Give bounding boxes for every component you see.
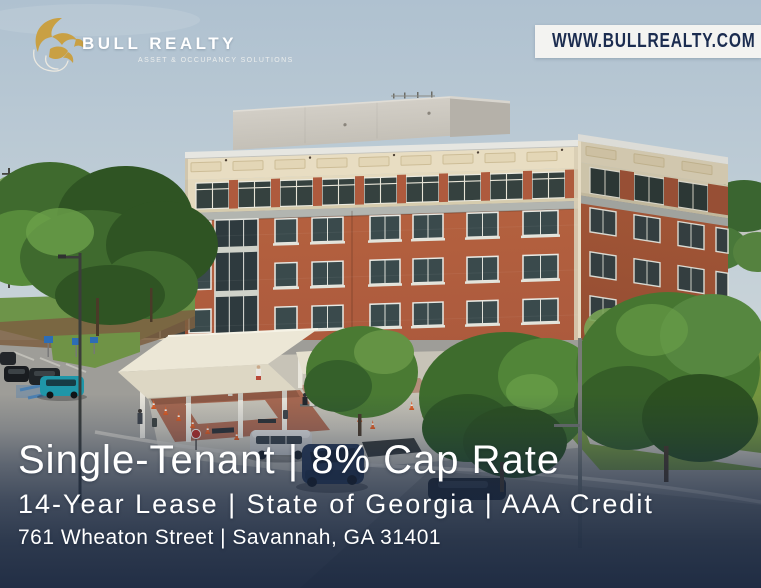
website-banner: WWW.BULLREALTY.COM [535, 25, 761, 58]
black-suv [4, 366, 29, 382]
bull-icon [33, 17, 85, 72]
parked-car [0, 352, 16, 365]
brand-tagline: ASSET & OCCUPANCY SOLUTIONS [138, 57, 294, 64]
blue-suv [296, 444, 368, 493]
brand-name: BULL REALTY [82, 34, 237, 53]
bull-realty-logo: BULL REALTY ASSET & OCCUPANCY SOLUTIONS [18, 8, 292, 74]
website-url: WWW.BULLREALTY.COM [552, 30, 756, 52]
trash-can [283, 410, 288, 419]
dark-car-under-tree [428, 478, 506, 500]
